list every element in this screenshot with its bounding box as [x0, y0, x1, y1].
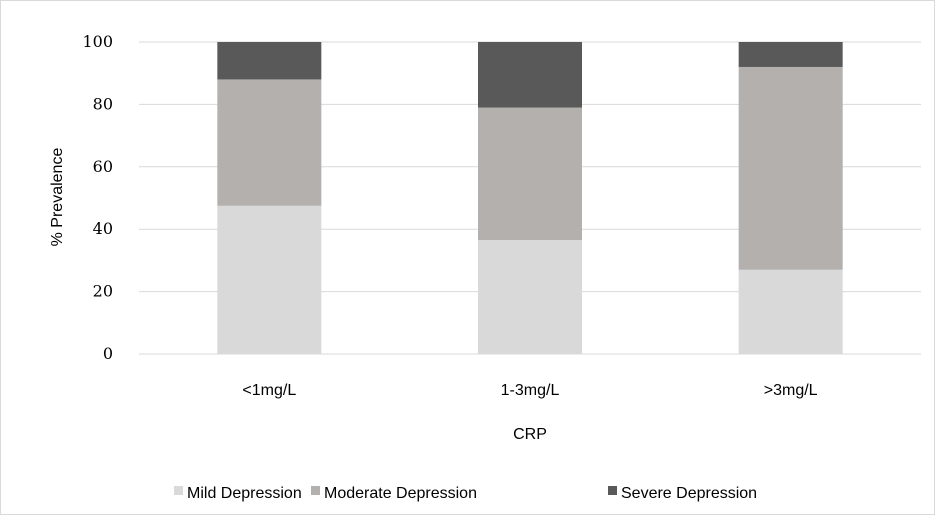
legend: Mild Depression Moderate Depression Severe… [174, 485, 757, 502]
y-axis-title: % Prevalence [49, 148, 66, 247]
y-tick-label: 20 [93, 282, 113, 301]
legend-swatch [311, 486, 320, 495]
y-tick-label: 60 [93, 157, 113, 176]
legend-swatch [608, 486, 617, 495]
x-tick-label: 1-3mg/L [501, 382, 560, 399]
bar-segment [738, 42, 843, 67]
bar-segment [478, 240, 582, 354]
legend-label: Mild Depression [187, 485, 302, 502]
x-tick-label: <1mg/L [242, 382, 296, 399]
x-axis-ticks: <1mg/L 1-3mg/L >3mg/L [242, 382, 817, 399]
x-tick-label: >3mg/L [764, 382, 818, 399]
legend-swatch [174, 486, 183, 495]
legend-label: Moderate Depression [324, 485, 477, 502]
legend-label: Severe Depression [621, 485, 757, 502]
bar-segment [738, 66, 843, 270]
bar-segment [738, 269, 843, 354]
y-axis-ticks: 0 20 40 60 80 100 [82, 32, 113, 363]
y-tick-label: 100 [82, 32, 113, 51]
bar-segment [478, 107, 582, 241]
y-tick-label: 40 [93, 219, 113, 238]
bar-segment [217, 205, 322, 354]
bar-segment [217, 79, 322, 206]
x-axis-title: CRP [513, 426, 547, 443]
bar-segment [478, 42, 582, 108]
bar-segment [217, 42, 322, 80]
y-tick-label: 80 [93, 94, 113, 113]
bars [217, 42, 843, 354]
y-tick-label: 0 [103, 344, 113, 363]
